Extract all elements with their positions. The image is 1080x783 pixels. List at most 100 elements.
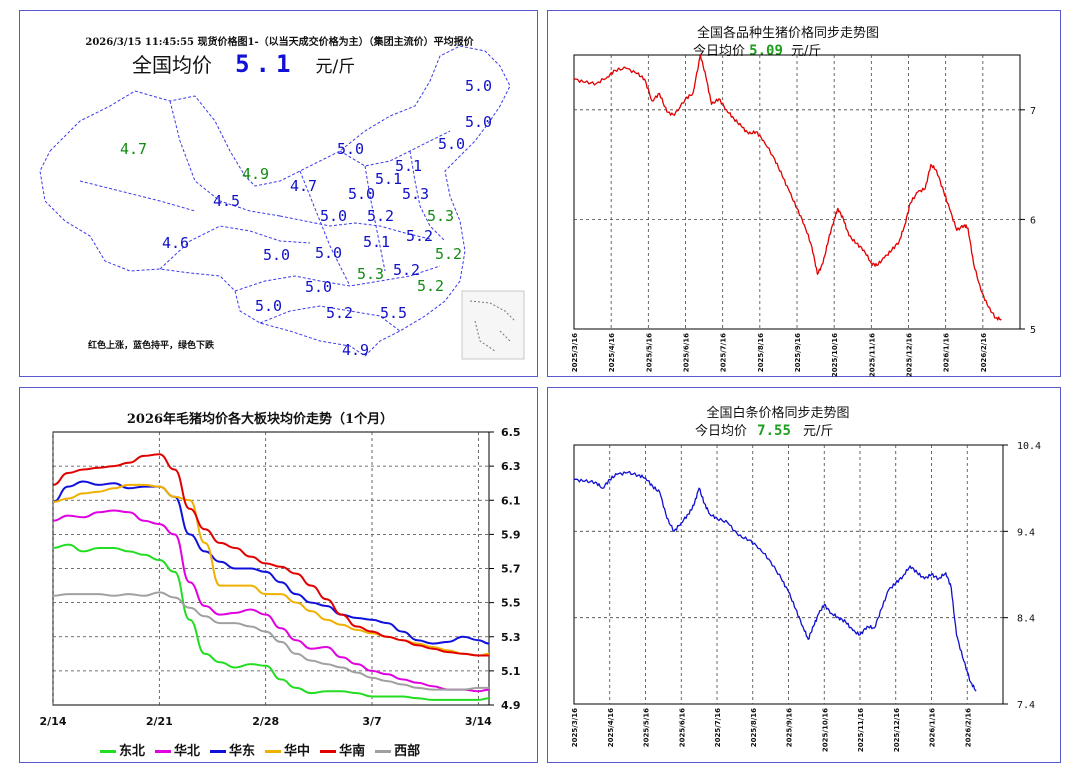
- x-tick-label: 2025/5/16: [643, 708, 651, 747]
- region-price-label: 5.3: [357, 265, 384, 283]
- x-tick-label: 2026/2/16: [964, 708, 972, 747]
- national-average-value: 5.1: [235, 50, 297, 78]
- x-tick-label: 2025/5/16: [645, 333, 653, 372]
- carcass-today-value: 7.55: [757, 423, 791, 439]
- regional-chart-title: 2026年毛猪均价各大板块均价走势（1个月）: [126, 412, 394, 427]
- china-map: 5.05.05.04.7 5.05.14.94.7 5.15.0 5.34.55.0 5…: [39, 45, 525, 360]
- x-tick-label: 2025/12/16: [893, 708, 901, 752]
- region-price-label: 5.0: [337, 140, 364, 158]
- y-axis: 4.9 5.1 5.3 5.5 5.7 5.9 6.1 6.3 6.5: [489, 426, 521, 712]
- grid: [573, 54, 1021, 330]
- legend-item: 华中: [265, 744, 310, 759]
- map-border-inner-4: [234, 265, 441, 292]
- carcass-chart-title: 全国白条价格同步走势图: [706, 406, 850, 421]
- x-tick-label: 2025/11/16: [868, 333, 876, 377]
- series-line-4: [52, 453, 489, 657]
- region-price-label: 4.7: [290, 177, 317, 195]
- region-price-label: 4.9: [342, 341, 369, 359]
- x-tick-label: 2026/2/16: [980, 333, 988, 372]
- series-line-3: [52, 483, 490, 657]
- y-tick-label: 6.3: [501, 460, 521, 473]
- region-price-label: 5.1: [363, 233, 390, 251]
- x-axis: 2/14 2/21 2/28 3/7 3/14: [40, 715, 493, 728]
- y-axis: 5 6 7: [1020, 106, 1036, 336]
- region-price-label: 5.0: [465, 77, 492, 95]
- national-average-label: 全国均价: [132, 53, 212, 77]
- y-tick-label: 9.4: [1017, 527, 1035, 538]
- x-tick-label: 2025/10/16: [821, 708, 829, 752]
- region-price-label: 5.2: [406, 227, 433, 245]
- y-tick-label: 5.3: [501, 631, 521, 644]
- region-price-label: 5.3: [402, 185, 429, 203]
- y-tick-label: 8.4: [1017, 614, 1035, 625]
- map-outline: [39, 45, 511, 357]
- region-price-label: 5.0: [263, 246, 290, 264]
- map-panel: 5.0 5.0 5.0 4.7 5.0 5.1 4.9 4.7 5.1 5.0 5.3 4.5 5.0 5…: [19, 10, 538, 377]
- x-tick-label: 3/7: [362, 715, 381, 728]
- series-line: [573, 54, 1002, 321]
- y-tick-label: 5.5: [501, 597, 521, 610]
- x-axis: 2025/3/16 2025/4/16 2025/5/16 2025/6/16 2025…: [571, 333, 988, 377]
- x-tick-label: 2025/10/16: [831, 333, 839, 377]
- region-price-label: 4.9: [242, 165, 269, 183]
- x-tick-label: 3/14: [465, 715, 492, 728]
- map-border-west: [39, 45, 511, 357]
- map-header: 2026/3/15 11:45:55 现货价格图1-（以当天成交价格为主）（集团…: [85, 37, 474, 48]
- y-tick-label: 6.1: [501, 494, 521, 507]
- x-tick-label: 2025/3/16: [571, 333, 579, 372]
- x-tick-label: 2025/9/16: [786, 708, 794, 747]
- legend-item: 华东: [210, 744, 255, 759]
- y-tick-label: 7.4: [1017, 700, 1035, 711]
- legend-label: 东北: [119, 744, 146, 759]
- x-tick-label: 2025/8/16: [750, 708, 758, 747]
- x-tick-label: 2025/12/16: [906, 333, 914, 377]
- series-line: [573, 470, 977, 692]
- legend-swatch: [375, 750, 392, 753]
- legend-label: 华东: [229, 744, 256, 759]
- region-price-label: 5.2: [435, 245, 462, 263]
- region-price-label: 5.0: [320, 207, 347, 225]
- x-tick-label: 2/14: [40, 715, 67, 728]
- region-price-label: 4.6: [162, 234, 189, 252]
- legend-swatch: [100, 750, 116, 753]
- region-price-label: 5.2: [326, 304, 353, 322]
- legend-swatch: [320, 750, 337, 753]
- x-tick-label: 2025/7/16: [720, 333, 728, 372]
- legend-swatch: [210, 750, 227, 753]
- y-tick-label: 5.7: [501, 563, 521, 576]
- map-legend-note: 红色上涨，蓝色持平，绿色下跌: [88, 341, 215, 351]
- regional-legend: 东北 华北 华东 华中 华南 西部: [100, 740, 430, 759]
- legend-swatch: [265, 750, 282, 753]
- x-tick-label: 2025/3/16: [571, 708, 579, 747]
- grid: [573, 444, 1004, 705]
- national-average-unit: 元/斤: [315, 57, 356, 77]
- series-line-2: [52, 480, 490, 645]
- region-price-label: 5.2: [367, 207, 394, 225]
- region-price-label: 5.0: [315, 244, 342, 262]
- carcass-price-chart: 7.4 8.4 9.4 10.4 2025/3/16 2025/4/16 2025/5/16…: [571, 441, 1041, 752]
- y-tick-label: 5.1: [501, 665, 521, 678]
- region-price-labels: 5.05.05.04.7 5.05.14.94.7 5.15.0 5.34.55.0 5…: [120, 77, 492, 359]
- x-tick-label: 2025/4/16: [607, 708, 615, 747]
- region-price-label: 5.0: [305, 278, 332, 296]
- legend-item: 华南: [320, 744, 365, 759]
- x-tick-label: 2025/11/16: [857, 708, 865, 752]
- region-price-label: 5.0: [348, 185, 375, 203]
- pig-chart-title: 全国各品种生猪价格同步走势图: [696, 26, 879, 41]
- x-tick-label: 2025/4/16: [608, 333, 616, 372]
- map-border-inner-1: [169, 100, 281, 217]
- y-tick-label: 5.9: [501, 528, 521, 541]
- national-average: 全国均价 5.1 元/斤: [132, 49, 432, 78]
- legend-item: 华北: [155, 744, 200, 759]
- series-line-0: [52, 543, 490, 701]
- map-border-inner-10: [279, 215, 431, 240]
- region-price-label: 5.0: [438, 135, 465, 153]
- x-tick-label: 2025/8/16: [757, 333, 765, 372]
- y-tick-label: 4.9: [501, 699, 521, 712]
- y-axis: 7.4 8.4 9.4 10.4: [1003, 441, 1041, 711]
- plot-frame: [573, 54, 1021, 330]
- region-price-label: 5.1: [395, 157, 422, 175]
- south-sea-inset: [461, 290, 525, 360]
- grid: [52, 431, 490, 706]
